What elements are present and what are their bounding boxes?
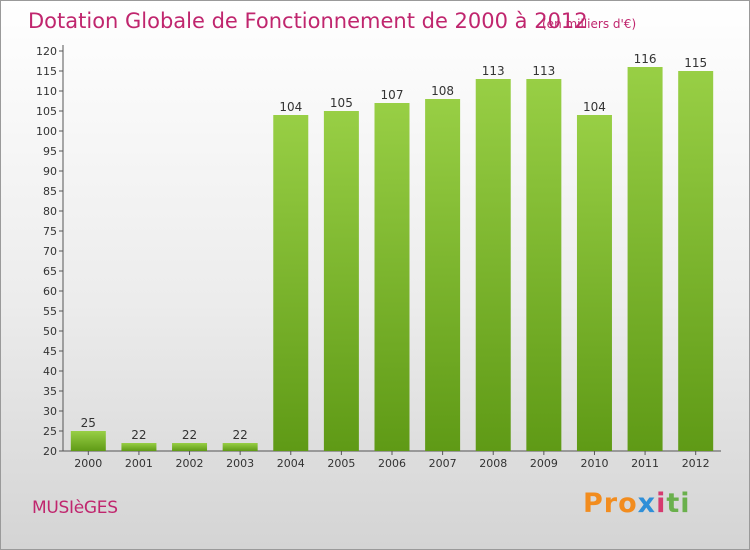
y-tick-label: 105 <box>36 105 57 118</box>
y-tick-label: 25 <box>43 425 57 438</box>
chart-subtitle: (en milliers d'€) <box>542 17 637 31</box>
bar <box>526 79 562 451</box>
bar <box>576 115 612 451</box>
y-tick-label: 55 <box>43 305 57 318</box>
labels: 2000 25 2001 22 2002 22 2003 22 2004 104 2005 105 20… <box>74 52 709 470</box>
bar-value-label: 113 <box>532 64 555 78</box>
x-tick-label: 2009 <box>530 457 558 470</box>
y-tick-label: 115 <box>36 65 57 78</box>
bar-value-label: 105 <box>330 96 353 110</box>
bar <box>172 443 208 451</box>
bar-value-label: 116 <box>634 52 657 66</box>
y-tick-label: 80 <box>43 205 57 218</box>
bar <box>121 443 157 451</box>
bar <box>222 443 258 451</box>
x-tick-label: 2006 <box>378 457 406 470</box>
y-tick-label: 50 <box>43 325 57 338</box>
brand-part-3: i <box>656 488 667 519</box>
bar-value-label: 104 <box>583 100 606 114</box>
brand-part-1: Pro <box>583 488 638 519</box>
x-tick-label: 2005 <box>327 457 355 470</box>
y-tick-label: 65 <box>43 265 57 278</box>
bar-value-label: 22 <box>182 428 197 442</box>
bar <box>425 99 461 451</box>
bar-value-label: 104 <box>279 100 302 114</box>
x-tick-label: 2001 <box>125 457 153 470</box>
y-tick-label: 110 <box>36 85 57 98</box>
commune-name: MUSIèGES <box>32 498 118 518</box>
x-tick-label: 2002 <box>176 457 204 470</box>
bar-value-label: 25 <box>81 416 96 430</box>
y-tick-label: 70 <box>43 245 57 258</box>
x-tick-label: 2007 <box>429 457 457 470</box>
bars <box>70 67 714 451</box>
y-tick-label: 60 <box>43 285 57 298</box>
proxiti-logo: Proxiti <box>583 488 691 519</box>
bar-value-label: 22 <box>131 428 146 442</box>
y-tick-label: 20 <box>43 445 57 458</box>
y-tick-label: 120 <box>36 45 57 58</box>
bar-value-label: 113 <box>482 64 505 78</box>
y-tick-label: 75 <box>43 225 57 238</box>
chart-title: Dotation Globale de Fonctionnement de 20… <box>28 9 588 33</box>
y-tick-label: 90 <box>43 165 57 178</box>
axes: 20 25 30 35 40 45 50 55 60 65 70 75 80 85 90 95 100 105 11… <box>36 45 721 458</box>
bar <box>475 79 511 451</box>
brand-part-4: ti <box>666 488 691 519</box>
bar <box>678 71 714 451</box>
y-tick-label: 35 <box>43 385 57 398</box>
brand-part-2: x <box>637 488 657 519</box>
x-tick-label: 2008 <box>479 457 507 470</box>
y-tick-label: 45 <box>43 345 57 358</box>
x-tick-label: 2012 <box>682 457 710 470</box>
bar <box>273 115 309 451</box>
bar-value-label: 22 <box>233 428 248 442</box>
bar-value-label: 115 <box>684 56 707 70</box>
bar <box>627 67 663 451</box>
x-tick-label: 2004 <box>277 457 305 470</box>
bar <box>374 103 410 451</box>
y-tick-label: 100 <box>36 125 57 138</box>
y-tick-label: 40 <box>43 365 57 378</box>
x-tick-label: 2000 <box>74 457 102 470</box>
y-tick-label: 30 <box>43 405 57 418</box>
bar <box>323 111 359 451</box>
bar-value-label: 108 <box>431 84 454 98</box>
x-tick-label: 2011 <box>631 457 659 470</box>
x-tick-label: 2003 <box>226 457 254 470</box>
bar <box>70 431 106 451</box>
y-tick-label: 85 <box>43 185 57 198</box>
y-tick-label: 95 <box>43 145 57 158</box>
bar-value-label: 107 <box>381 88 404 102</box>
x-tick-label: 2010 <box>580 457 608 470</box>
